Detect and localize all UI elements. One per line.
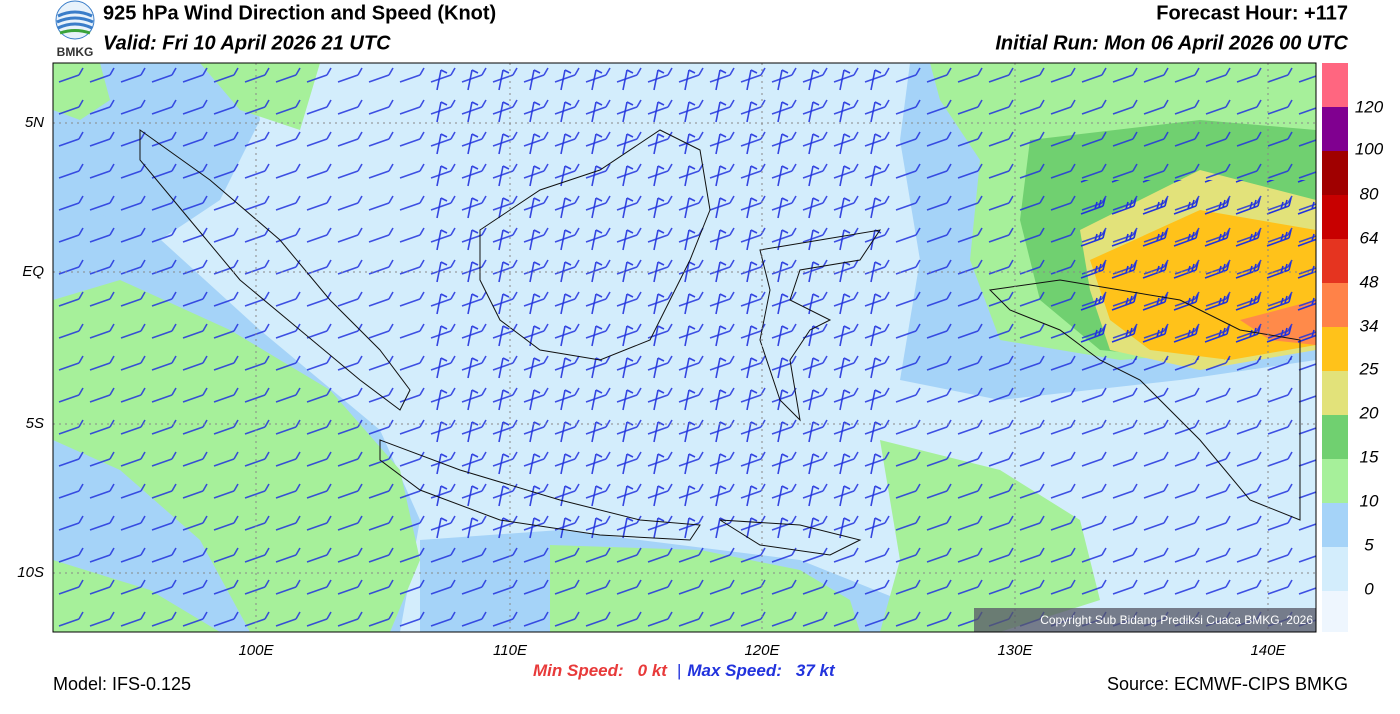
colorbar-label: 10 xyxy=(1360,491,1379,510)
colorbar-label: 20 xyxy=(1359,403,1379,422)
model: Model: IFS-0.125 xyxy=(53,674,191,694)
colorbar-label: 25 xyxy=(1359,359,1379,378)
lon-label: 140E xyxy=(1250,642,1286,659)
title: 925 hPa Wind Direction and Speed (Knot) xyxy=(103,2,496,24)
lon-label: 130E xyxy=(997,642,1033,659)
lat-labels: 5N EQ 5S 10S xyxy=(17,114,44,581)
logo-text: BMKG xyxy=(57,45,94,59)
lon-label: 100E xyxy=(238,642,274,659)
logo: BMKG xyxy=(55,0,95,59)
colorbar-label: 0 xyxy=(1364,579,1374,598)
colorbar-label: 34 xyxy=(1360,316,1379,335)
lat-label: 5S xyxy=(26,415,44,432)
colorbar-label: 100 xyxy=(1355,139,1384,158)
lon-label: 110E xyxy=(493,642,528,659)
min-speed-label: Min Speed: xyxy=(533,661,624,680)
forecast-hour: Forecast Hour: +117 xyxy=(1156,2,1348,24)
valid-time: Valid: Fri 10 April 2026 21 UTC xyxy=(103,32,391,54)
lat-label: 5N xyxy=(25,114,44,131)
source: Source: ECMWF-CIPS BMKG xyxy=(1107,674,1348,694)
lon-label: 120E xyxy=(744,642,780,659)
max-speed: 37 kt xyxy=(796,661,836,680)
copyright: Copyright Sub Bidang Prediksi Cuaca BMKG… xyxy=(1040,613,1313,627)
colorbar-label: 48 xyxy=(1360,272,1379,291)
colorbar-label: 5 xyxy=(1364,535,1374,554)
min-speed: 0 kt xyxy=(638,661,669,680)
colorbar xyxy=(1322,63,1348,632)
lon-labels: 100E 110E 120E 130E 140E xyxy=(238,642,1286,659)
colorbar-label: 15 xyxy=(1360,447,1379,466)
lat-label: EQ xyxy=(22,263,44,280)
colorbar-label: 64 xyxy=(1360,228,1379,247)
max-speed-label: Max Speed: xyxy=(687,661,781,680)
initial-run: Initial Run: Mon 06 April 2026 00 UTC xyxy=(995,32,1348,54)
map-frame xyxy=(52,62,1317,633)
colorbar-label: 80 xyxy=(1360,184,1379,203)
speed-summary: Min Speed: 0 kt | Max Speed: 37 kt xyxy=(533,661,836,680)
lat-label: 10S xyxy=(17,564,44,581)
colorbar-label: 120 xyxy=(1355,97,1384,116)
colorbar-labels: 0 5 10 15 20 25 34 48 64 80 100 120 xyxy=(1355,97,1384,598)
map: Copyright Sub Bidang Prediksi Cuaca BMKG… xyxy=(53,63,1316,632)
separator: | xyxy=(677,661,681,680)
